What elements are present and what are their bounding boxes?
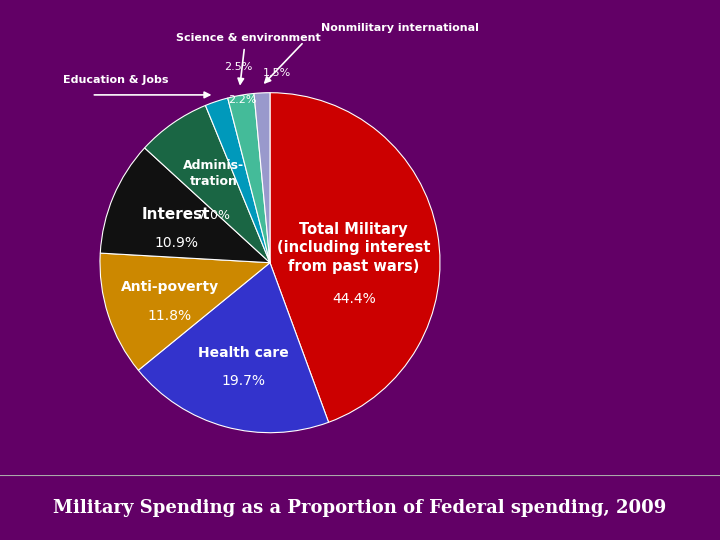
Wedge shape bbox=[138, 262, 328, 433]
Text: Adminis-
tration: Adminis- tration bbox=[183, 159, 244, 188]
Text: 19.7%: 19.7% bbox=[221, 374, 265, 388]
Text: 1.5%: 1.5% bbox=[263, 68, 291, 78]
Text: Anti-poverty: Anti-poverty bbox=[121, 280, 219, 294]
Text: 10.9%: 10.9% bbox=[154, 237, 198, 251]
Wedge shape bbox=[100, 148, 270, 262]
Text: Nonmilitary international: Nonmilitary international bbox=[321, 23, 479, 33]
Text: Interest: Interest bbox=[142, 207, 210, 222]
Wedge shape bbox=[205, 98, 270, 262]
Text: 7.0%: 7.0% bbox=[197, 210, 230, 222]
Text: Total Military
(including interest
from past wars): Total Military (including interest from … bbox=[277, 222, 431, 274]
Text: Education & Jobs: Education & Jobs bbox=[63, 75, 168, 85]
Text: 11.8%: 11.8% bbox=[148, 309, 192, 323]
Text: 2.5%: 2.5% bbox=[224, 62, 252, 71]
Text: Military Spending as a Proportion of Federal spending, 2009: Military Spending as a Proportion of Fed… bbox=[53, 498, 667, 517]
Text: 44.4%: 44.4% bbox=[332, 292, 376, 306]
Text: Science & environment: Science & environment bbox=[176, 33, 321, 43]
Text: Health care: Health care bbox=[198, 346, 289, 360]
Wedge shape bbox=[228, 93, 270, 262]
Wedge shape bbox=[100, 253, 270, 370]
Wedge shape bbox=[145, 105, 270, 262]
Wedge shape bbox=[254, 93, 270, 262]
Wedge shape bbox=[270, 93, 440, 422]
Text: 2.2%: 2.2% bbox=[228, 95, 256, 105]
